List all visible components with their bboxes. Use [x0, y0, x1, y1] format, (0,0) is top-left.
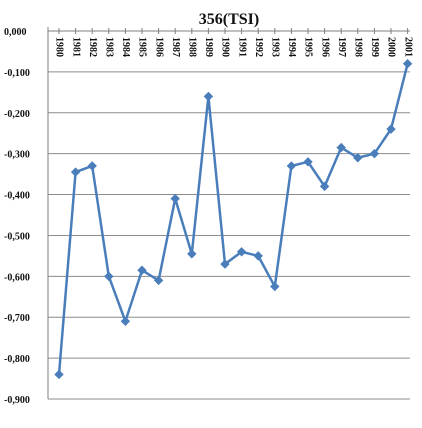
data-point: [187, 249, 197, 259]
x-tick-label: 1980: [54, 37, 65, 57]
data-point: [70, 167, 81, 177]
data-point: [253, 251, 263, 261]
y-tick-label: -0,200: [4, 109, 30, 120]
x-tick-label: 1987: [170, 37, 181, 57]
x-tick-label: 1986: [153, 37, 164, 57]
x-tick-label: 1997: [336, 37, 347, 57]
x-tick-label: 2000: [386, 37, 397, 57]
x-tick-label: 1984: [120, 37, 131, 57]
data-point: [336, 142, 346, 153]
x-tick-label: 1981: [70, 37, 81, 57]
data-point: [319, 181, 330, 192]
x-tick-label: 1983: [104, 37, 115, 57]
data-point: [203, 91, 214, 102]
data-point: [137, 265, 147, 275]
x-tick-labels: 1980 1981 1982 1983 1984 1985 1986 1987 1988 1989…: [54, 37, 414, 57]
x-tick-label: 2001: [402, 37, 413, 57]
y-tick-labels: 0,000 -0,100 -0,200 -0,300 -0,400 -0,500 -0,60…: [4, 27, 30, 406]
data-point: [369, 148, 380, 159]
data-point: [120, 316, 131, 327]
data-point: [236, 247, 247, 257]
y-tick-label: -0,400: [4, 191, 30, 202]
y-tick-label: -0,100: [4, 68, 30, 79]
x-tick-label: 1982: [87, 37, 98, 57]
data-point: [170, 193, 180, 204]
axes: [47, 27, 410, 399]
x-tick-label: 1995: [303, 37, 314, 57]
data-point: [402, 59, 413, 69]
chart-title: 356(TSI): [199, 11, 259, 28]
data-point: [303, 157, 313, 167]
x-tick-label: 1991: [236, 37, 247, 57]
x-tick-label: 1993: [270, 37, 281, 57]
y-tick-label: -0,900: [4, 395, 30, 406]
x-tick-label: 1988: [187, 37, 198, 57]
x-tick-label: 1994: [286, 37, 297, 57]
data-point: [104, 271, 114, 282]
series-layer: [54, 59, 413, 380]
x-tick-label: 1998: [353, 37, 364, 57]
data-point: [386, 124, 396, 134]
x-tick-label: 1999: [369, 37, 380, 57]
x-tick-label: 1990: [220, 37, 231, 57]
data-point: [153, 275, 164, 286]
y-tick-label: -0,300: [4, 150, 30, 161]
data-point: [286, 161, 297, 171]
x-tick-label: 1985: [137, 37, 148, 57]
y-tick-label: -0,500: [4, 231, 30, 242]
series-line: [57, 63, 409, 375]
x-tick-label: 1996: [319, 37, 330, 57]
x-tick-label: 1989: [203, 37, 214, 57]
y-tick-label: 0,000: [4, 27, 27, 38]
data-point: [220, 259, 230, 269]
data-point: [353, 153, 363, 163]
y-tick-label: -0,800: [4, 354, 30, 365]
data-point: [270, 281, 280, 292]
y-tick-label: -0,700: [4, 313, 30, 324]
data-point: [54, 369, 64, 380]
y-tick-label: -0,600: [4, 272, 30, 283]
data-point: [87, 161, 97, 171]
x-tick-label: 1992: [253, 37, 264, 57]
